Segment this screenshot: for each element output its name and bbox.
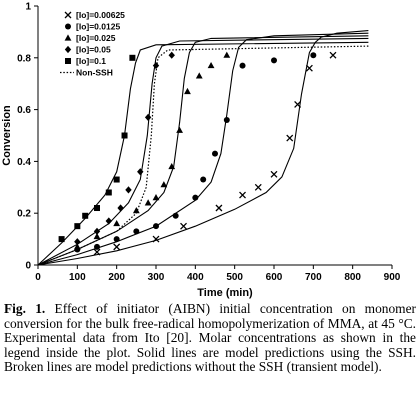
data-point-triangle	[184, 87, 191, 95]
data-point-triangle	[160, 181, 168, 188]
data-point-diamond	[152, 61, 160, 70]
data-point-square	[74, 223, 81, 230]
x-tick-label: 600	[266, 272, 283, 283]
data-point-triangle	[144, 199, 152, 206]
data-point-circle	[94, 243, 100, 250]
ssh-model-curve	[37, 35, 369, 266]
data-point-triangle	[195, 72, 203, 79]
data-point-diamond	[93, 227, 101, 235]
data-point-circle	[192, 194, 199, 201]
data-point-circle	[310, 52, 317, 59]
x-tick-label: 100	[69, 272, 86, 283]
x-tick-label: 800	[344, 272, 361, 283]
legend-label: [Io]=0.1	[76, 56, 106, 66]
data-point-square	[94, 205, 100, 212]
y-axis-title: Conversion	[1, 105, 13, 166]
data-point-x	[254, 183, 262, 191]
data-point-square	[82, 212, 89, 219]
legend-marker-diamond	[64, 45, 72, 54]
data-point-x	[286, 134, 294, 142]
data-point-x	[93, 248, 101, 256]
x-tick-label: 400	[187, 272, 204, 283]
data-point-diamond	[117, 204, 124, 212]
caption-text: Effect of initiator (AIBN) initial conce…	[4, 301, 417, 375]
legend-marker-square	[65, 58, 71, 64]
data-point-triangle	[207, 61, 215, 69]
data-point-x	[152, 235, 160, 243]
data-point-diamond	[125, 186, 132, 194]
chart-figure: 0 100 200 300 400 500 600 700 800 900 0 0.2 0.4 0.6 0.…	[1, 2, 401, 300]
data-point-x	[239, 191, 246, 199]
legend-marker-circle	[65, 23, 71, 30]
y-tick-label: 0.8	[17, 53, 31, 64]
data-point-diamond	[168, 51, 175, 59]
y-tick-label: 0.4	[17, 157, 31, 168]
legend-label: [Io]=0.0125	[76, 22, 120, 32]
data-point-square	[58, 236, 65, 243]
data-point-diamond	[105, 217, 112, 225]
legend-label: [Io]=0.025	[76, 33, 116, 43]
data-point-circle	[239, 62, 246, 69]
legend-marker-triangle	[64, 34, 72, 41]
data-point-square	[129, 54, 136, 61]
data-point-circle	[271, 57, 277, 64]
y-tick-label: 0.6	[17, 105, 31, 116]
legend-label: [Io]=0.05	[76, 45, 111, 55]
data-point-triangle	[73, 243, 81, 250]
y-tick-label: 1	[25, 2, 31, 13]
data-point-circle	[172, 212, 179, 219]
data-point-x	[215, 204, 223, 212]
data-point-circle	[133, 228, 140, 235]
x-axis-title: Time (min)	[197, 287, 253, 299]
data-point-triangle	[176, 126, 183, 133]
data-point-triangle	[132, 207, 140, 214]
data-point-x	[294, 100, 302, 108]
data-point-x	[305, 64, 313, 72]
data-point-triangle	[152, 194, 160, 201]
data-point-diamond	[137, 168, 144, 176]
x-tick-label: 0	[35, 272, 41, 283]
data-point-square	[113, 176, 120, 183]
data-point-triangle	[93, 232, 101, 240]
x-tick-label: 200	[108, 272, 125, 283]
x-tick-label: 700	[305, 272, 322, 283]
data-point-triangle	[113, 219, 121, 227]
y-tick-label: 0.2	[17, 209, 31, 220]
data-point-circle	[223, 116, 230, 123]
legend-label: [Io]=0.00625	[76, 10, 125, 20]
data-point-circle	[113, 236, 120, 243]
data-point-square	[121, 132, 128, 139]
data-point-triangle	[168, 162, 176, 170]
y-tick-label: 0	[25, 261, 31, 272]
data-point-circle	[153, 223, 159, 230]
caption-label: Fig. 1.	[4, 301, 46, 316]
conversion-chart: 0 100 200 300 400 500 600 700 800 900 0 0.2 0.4 0.6 0.…	[1, 2, 401, 300]
x-tick-label: 900	[384, 272, 401, 283]
data-point-circle	[212, 150, 218, 157]
data-point-diamond	[74, 238, 81, 246]
data-point-triangle	[223, 51, 231, 58]
x-tick-label: 500	[226, 272, 243, 283]
figure-caption: Fig. 1. Effect of initiator (AIBN) initi…	[4, 301, 417, 375]
non-ssh-model-curve	[37, 45, 369, 266]
data-point-x	[329, 51, 337, 59]
data-point-x	[180, 222, 187, 230]
legend-marker-x	[64, 11, 72, 19]
legend-label: Non-SSH	[76, 68, 113, 78]
data-point-x	[270, 170, 278, 178]
data-point-square	[105, 189, 112, 196]
x-tick-label: 300	[148, 272, 165, 283]
data-point-circle	[200, 176, 207, 183]
data-point-x	[113, 243, 121, 251]
data-point-diamond	[144, 113, 152, 121]
